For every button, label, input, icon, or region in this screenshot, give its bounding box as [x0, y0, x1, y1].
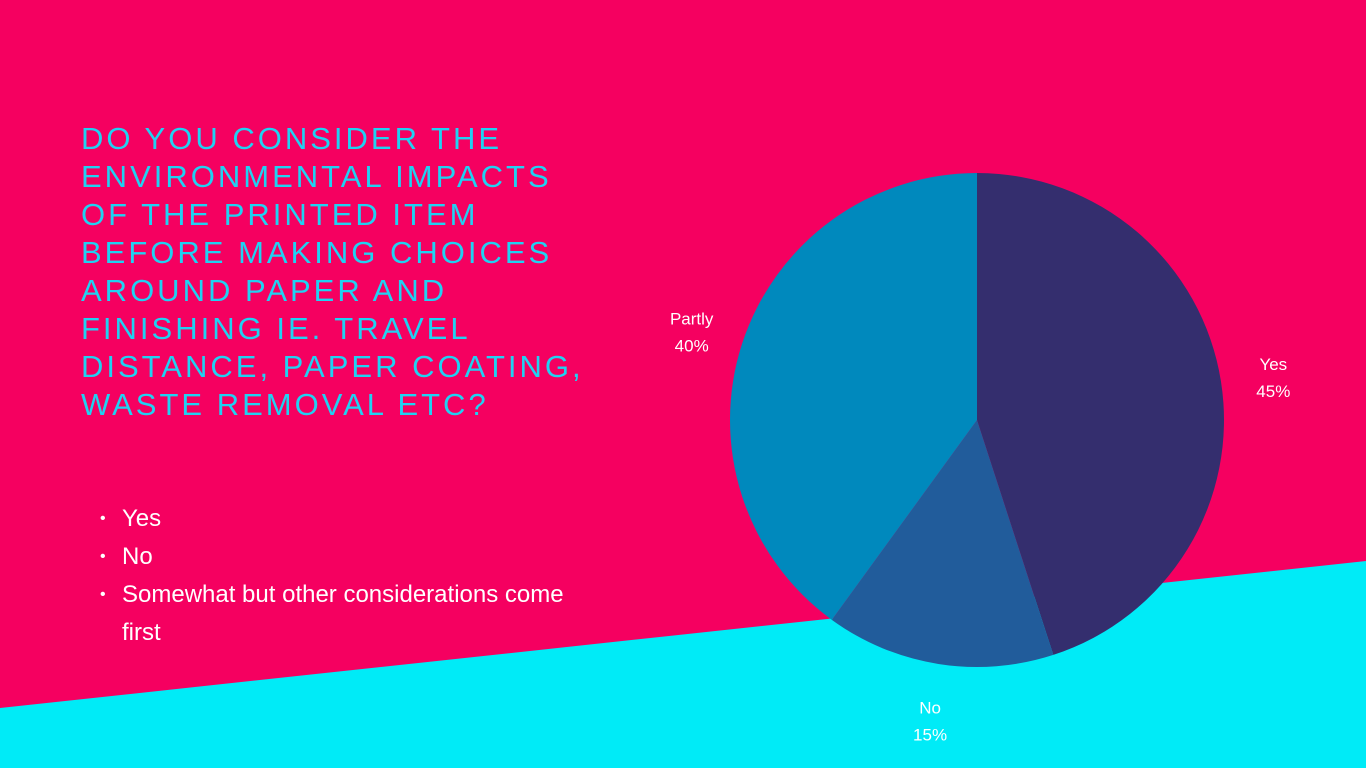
slice-label: Partly [670, 309, 714, 328]
list-item: • Somewhat but other considerations come … [100, 576, 570, 652]
slice-label: No [919, 698, 941, 717]
bullet-text: No [122, 543, 153, 570]
slice-label: Yes [1259, 355, 1287, 374]
bullet-list: • Yes • No • Somewhat but other considerati… [100, 500, 570, 652]
bullet-text: Yes [122, 505, 162, 532]
slice-value-label: 40% [675, 336, 709, 355]
bullet-icon: • [100, 548, 106, 565]
slice-value-label: 15% [913, 725, 947, 744]
list-item: • No [100, 538, 570, 576]
list-item: • Yes [100, 500, 570, 538]
pie-slice-yes [977, 173, 1224, 655]
pie-slice-no [831, 420, 1054, 667]
bullet-icon: • [100, 586, 106, 603]
slice-value-label: 45% [1256, 382, 1290, 401]
bullet-text: Somewhat but other considerations come f… [122, 581, 564, 646]
bullet-icon: • [100, 510, 106, 527]
slide-title: DO YOU CONSIDER THE ENVIRONMENTAL IMPACT… [81, 121, 584, 422]
pie-slice-partly [729, 173, 977, 620]
